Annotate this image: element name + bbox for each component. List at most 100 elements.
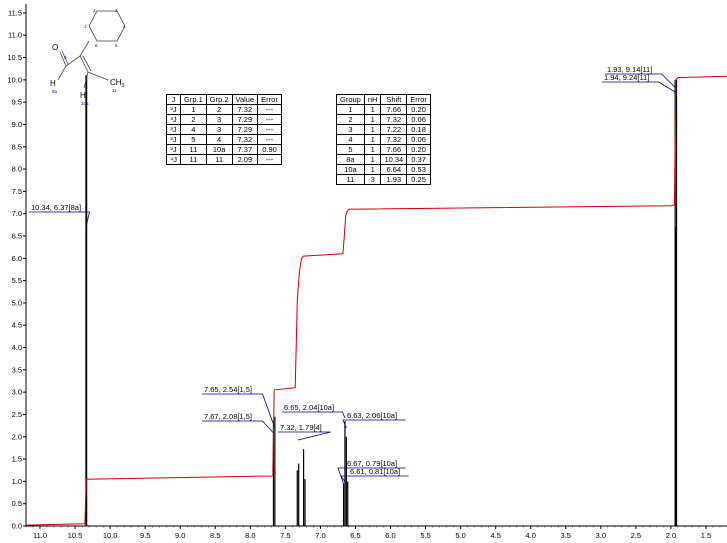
peak-label: 1.94, 9.24[11] — [604, 73, 649, 82]
y-tick-label: 5.5 — [12, 276, 22, 285]
table-header-cell: Group — [337, 95, 365, 105]
table-cell: 0.06 — [407, 115, 431, 125]
atom-10a-label: 10a — [81, 101, 89, 106]
table-cell: 0.20 — [407, 105, 431, 115]
y-tick-label: 8.5 — [12, 142, 22, 151]
phenyl-ring — [89, 11, 125, 41]
table-row: 317.220.18 — [337, 125, 431, 135]
table-cell: 0.37 — [407, 155, 431, 165]
table-cell: 7.32 — [381, 135, 407, 145]
x-tick-label: 6.5 — [350, 531, 360, 540]
peak-label: 6.63, 2.06[10a] — [347, 411, 397, 420]
table-cell: 3 — [337, 125, 365, 135]
table-cell: 3 — [364, 175, 381, 185]
table-cell: 2 — [206, 105, 232, 115]
bond — [83, 56, 91, 71]
peak-label: 7.67, 2.08[1,5] — [204, 412, 252, 421]
table-cell: 4 — [180, 125, 206, 135]
table-cell: 2.09 — [232, 155, 258, 165]
x-tick-label: 2.0 — [666, 531, 676, 540]
y-tick-label: 2.0 — [12, 432, 22, 441]
peak-label: 10.34, 6.37[8a] — [31, 203, 81, 212]
table-cell: 10a — [337, 165, 365, 175]
table-cell: 0.90 — [258, 145, 282, 155]
x-tick-label: 5.5 — [420, 531, 430, 540]
table-cell: 10a — [206, 145, 232, 155]
table-header-cell: Error — [407, 95, 431, 105]
table-cell: 7.32 — [381, 115, 407, 125]
table-cell: 11 — [206, 155, 232, 165]
table-cell: 3 — [206, 125, 232, 135]
table-cell: 7.66 — [381, 145, 407, 155]
table-row: ³J437.29--- — [167, 125, 282, 135]
table-cell: ³J — [167, 135, 181, 145]
y-tick-label: 4.5 — [12, 321, 22, 330]
x-tick-label: 10.0 — [103, 531, 118, 540]
table-cell: 8a — [337, 155, 365, 165]
coupling-table: JGrp.1Grp.2ValueError ³J127.32---³J237.2… — [166, 94, 282, 165]
y-tick-label: 3.0 — [12, 388, 22, 397]
table-row: ⁴J11112.09--- — [167, 155, 282, 165]
table-cell: ³J — [167, 105, 181, 115]
atom-11-label: 11 — [112, 88, 117, 93]
y-tick-label: 7.0 — [12, 209, 22, 218]
x-tick-label: 8.0 — [245, 531, 255, 540]
h-10a-label: H — [80, 91, 86, 100]
peak-label-leader — [282, 412, 345, 418]
y-tick-label: 8.0 — [12, 165, 22, 174]
table-cell: 2 — [180, 115, 206, 125]
table-cell: 7.29 — [232, 115, 258, 125]
table-cell: 5 — [180, 135, 206, 145]
table-cell: --- — [258, 115, 282, 125]
y-tick-label: 9.5 — [12, 98, 22, 107]
x-tick-label: 5.0 — [455, 531, 465, 540]
y-tick-label: 11.0 — [8, 31, 22, 40]
y-axis-labels: 0.00.51.01.52.02.53.03.54.04.55.05.56.06… — [7, 8, 22, 530]
x-tick-label: 6.0 — [385, 531, 395, 540]
x-tick-label: 7.5 — [280, 531, 290, 540]
bond — [66, 56, 80, 66]
peak-label-leader — [343, 420, 406, 428]
x-tick-label: 8.5 — [210, 531, 220, 540]
bond — [80, 41, 89, 56]
table-cell: ³J — [167, 125, 181, 135]
table-cell: 10.34 — [381, 155, 407, 165]
x-tick-label: 1.5 — [701, 531, 711, 540]
table-row: 8a110.340.37 — [337, 155, 431, 165]
bond — [58, 66, 66, 80]
table-cell: 7.32 — [232, 135, 258, 145]
y-tick-label: 7.5 — [12, 187, 22, 196]
y-tick-label: 5.0 — [12, 298, 22, 307]
table-cell: --- — [258, 135, 282, 145]
x-tick-label: 4.0 — [526, 531, 536, 540]
table-cell: 1 — [180, 105, 206, 115]
peak-label-leader — [202, 421, 273, 433]
table-header-cell: Grp.2 — [206, 95, 232, 105]
table-cell: --- — [258, 155, 282, 165]
table-row: ³J547.32--- — [167, 135, 282, 145]
table-header-cell: Shift — [381, 95, 407, 105]
ring-atom-3: 4 — [123, 24, 126, 29]
table-cell: 0.20 — [407, 145, 431, 155]
ring-atom-6: 1 — [84, 24, 87, 29]
table-cell: 1 — [364, 125, 381, 135]
bond — [88, 72, 108, 80]
table-cell: 1 — [364, 135, 381, 145]
table-row: ³J1110a7.370.90 — [167, 145, 282, 155]
peak-label-leader — [278, 432, 331, 440]
table-cell: 1 — [364, 145, 381, 155]
group-table-header: GroupnHShiftError — [337, 95, 431, 105]
table-cell: 2 — [337, 115, 365, 125]
table-cell: --- — [258, 105, 282, 115]
atom-8a-label: 8a — [52, 89, 58, 94]
ring-atom-1: 2 — [93, 8, 96, 13]
peak-label: 7.32, 1.79[4] — [280, 423, 322, 432]
group-table: GroupnHShiftError 117.660.20217.320.0631… — [336, 94, 431, 185]
table-cell: 5 — [337, 145, 365, 155]
table-row: 217.320.06 — [337, 115, 431, 125]
table-cell: 7.29 — [232, 125, 258, 135]
molecule-structure: 2 3 4 5 6 1 O 9 H 8a H 10a CH3 11 — [50, 8, 126, 106]
h-8a-label: H — [50, 79, 56, 88]
table-cell: 4 — [206, 135, 232, 145]
peak-label: 6.61, 0.81[10a] — [350, 467, 400, 476]
